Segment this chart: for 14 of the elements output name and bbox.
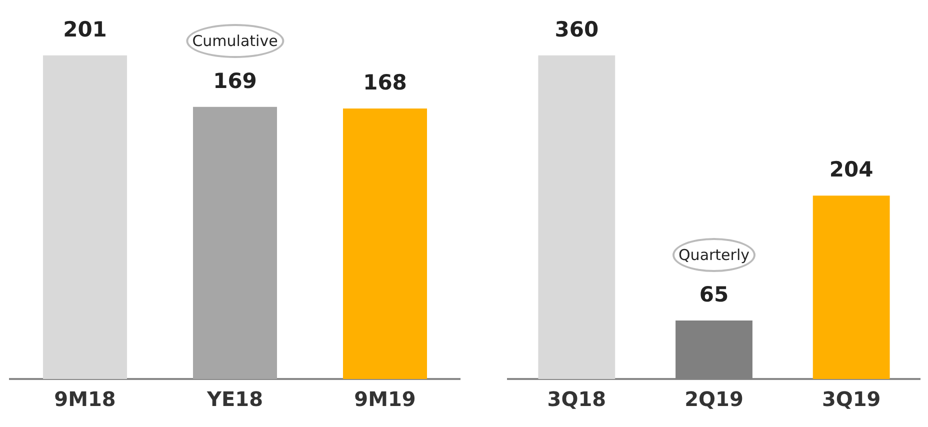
annotation: Quarterly bbox=[672, 238, 756, 272]
text: Cumulative bbox=[186, 24, 284, 58]
data-label: 204 bbox=[829, 158, 874, 182]
data-label: 65 bbox=[699, 282, 729, 307]
data-label: 169 bbox=[213, 68, 257, 93]
x-tick-label: 2Q19 bbox=[684, 387, 744, 412]
x-tick-label: YE18 bbox=[206, 387, 263, 412]
x-tick-label: 3Q18 bbox=[547, 387, 606, 412]
x-tick-label: 9M19 bbox=[354, 387, 416, 412]
data-label: 201 bbox=[63, 17, 107, 42]
data-label: 168 bbox=[363, 70, 407, 94]
x-tick-label: 9M18 bbox=[54, 387, 116, 412]
x-tick-label: 3Q19 bbox=[822, 387, 881, 412]
data-label: 360 bbox=[554, 17, 599, 42]
